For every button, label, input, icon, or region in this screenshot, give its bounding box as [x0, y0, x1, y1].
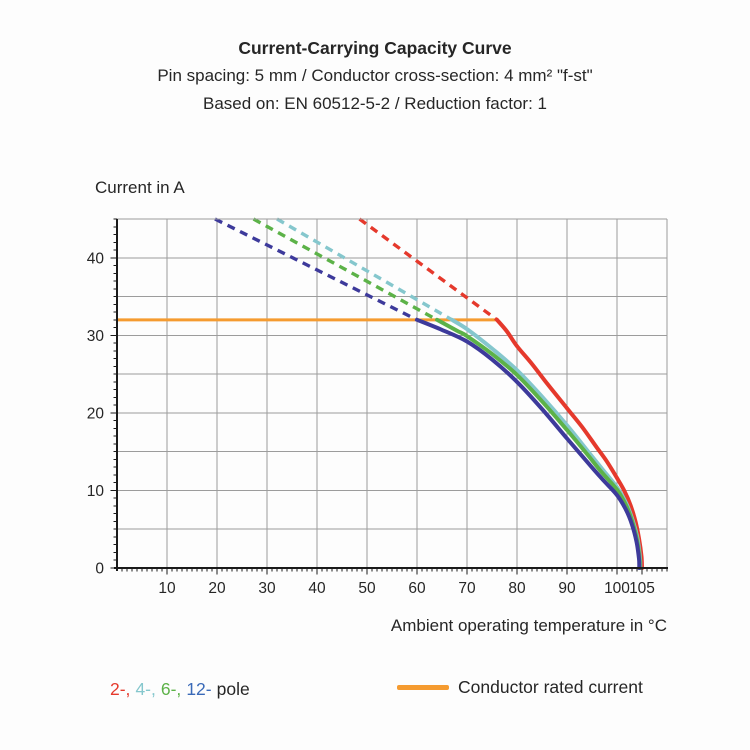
grid-lines: [117, 218, 668, 568]
rated-current-label: Conductor rated current: [458, 677, 643, 697]
curve-solid-4-pole: [450, 317, 643, 570]
svg-text:105: 105: [629, 580, 655, 597]
curve-dashed-12-pole: [214, 217, 418, 322]
curve-solid-12-pole: [415, 317, 642, 570]
legend-part-pole: pole: [216, 679, 250, 699]
svg-text:40: 40: [308, 580, 326, 597]
svg-text:30: 30: [87, 328, 105, 345]
x-axis-title: Ambient operating temperature in °C: [390, 616, 667, 635]
svg-text:20: 20: [208, 580, 226, 597]
plot-frame: [117, 218, 668, 568]
svg-text:50: 50: [358, 580, 376, 597]
y-tick-labels: 0 10 20 30 40: [87, 250, 105, 577]
pole-count-legend: 2-, 4-, 6-, 12- pole: [110, 679, 255, 700]
curve-dashed-2-pole: [358, 217, 499, 322]
svg-text:20: 20: [87, 405, 105, 422]
legend-part-12: 12-: [186, 679, 212, 699]
curve-dashed-4-pole: [276, 217, 453, 322]
legend-part-4: 4-,: [135, 679, 156, 699]
svg-text:0: 0: [95, 561, 104, 578]
svg-text:40: 40: [87, 250, 105, 267]
chart-subtitle-spec: Pin spacing: 5 mm / Conductor cross-sect…: [157, 66, 593, 85]
svg-text:10: 10: [87, 483, 105, 500]
y-axis-title: Current in A: [95, 178, 185, 197]
svg-text:10: 10: [158, 580, 176, 597]
svg-text:80: 80: [508, 580, 526, 597]
svg-text:90: 90: [558, 580, 576, 597]
legend-part-6: 6-,: [160, 679, 182, 699]
legend-part-2: 2-,: [110, 679, 131, 699]
chart-title: Current-Carrying Capacity Curve: [238, 38, 512, 58]
svg-text:30: 30: [258, 580, 276, 597]
svg-text:60: 60: [408, 580, 426, 597]
axes: [114, 219, 668, 571]
curve-dashed-6-pole: [252, 217, 438, 322]
legend-row: 2-, 4-, 6-, 12- pole Conductor rated current: [0, 677, 750, 707]
rated-current-legend: Conductor rated current: [397, 677, 643, 698]
svg-text:100: 100: [604, 580, 630, 597]
chart-title-block: Current-Carrying Capacity Curve Pin spac…: [0, 34, 750, 118]
svg-text:70: 70: [458, 580, 476, 597]
rated-current-line-swatch: [397, 685, 449, 690]
x-tick-labels: 10 20 30 40 50 60 70 80 90 100 105: [158, 580, 655, 597]
axis-ticks: [110, 218, 668, 575]
chart-subtitle-standard: Based on: EN 60512-5-2 / Reduction facto…: [203, 94, 547, 113]
